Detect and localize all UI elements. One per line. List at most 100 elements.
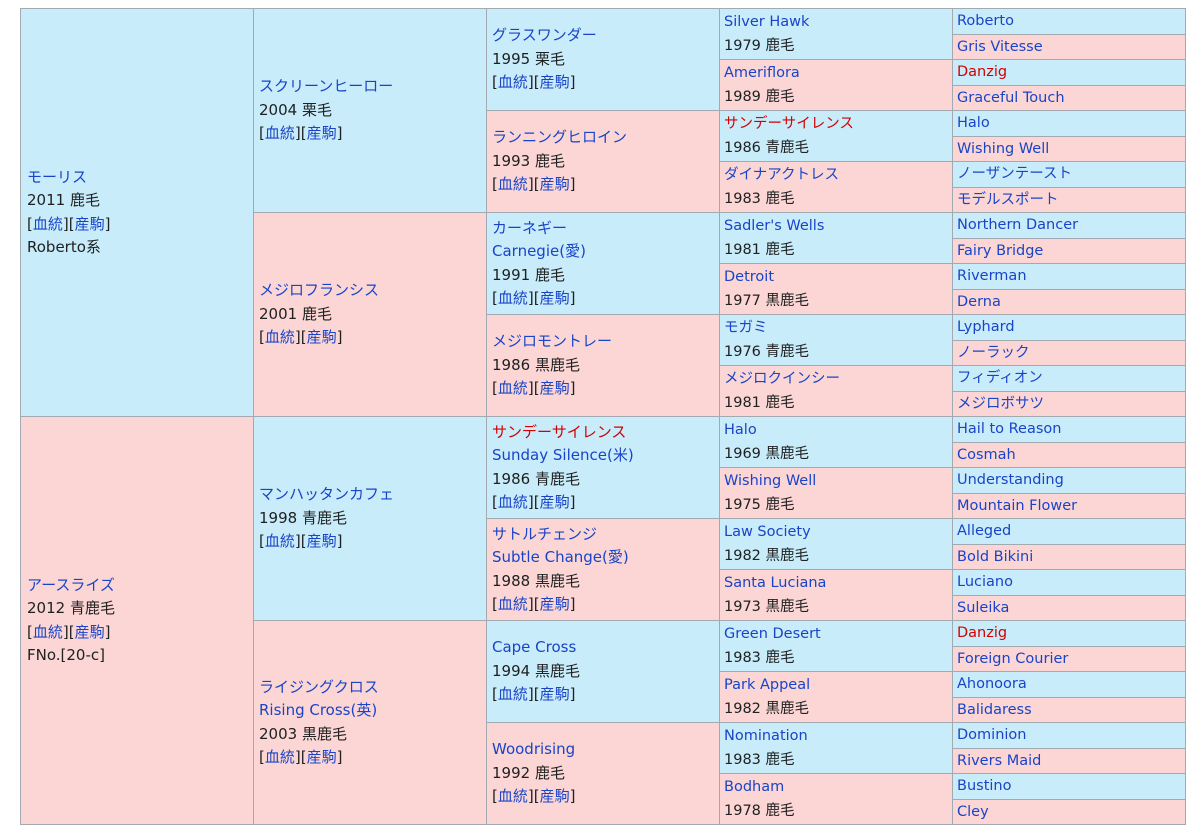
progeny-link[interactable]: 産駒 bbox=[539, 493, 570, 511]
progeny-link[interactable]: 産駒 bbox=[539, 595, 570, 613]
gen5-name-link[interactable]: Rivers Maid bbox=[957, 752, 1042, 769]
gen5-name-link[interactable]: Luciano bbox=[957, 574, 1013, 590]
gen3-name-link[interactable]: メジロモントレー bbox=[492, 332, 613, 351]
gen5-name-link[interactable]: Danzig bbox=[957, 64, 1008, 80]
gen5-name-link[interactable]: Lyphard bbox=[957, 319, 1015, 335]
gen4-name-link[interactable]: モガミ bbox=[724, 320, 768, 336]
gen5-name-link[interactable]: Gris Vitesse bbox=[957, 38, 1043, 55]
gen4-name-link[interactable]: Law Society bbox=[724, 524, 811, 540]
lineage-link[interactable]: 血統 bbox=[264, 328, 295, 347]
gen3-name-link[interactable]: サンデーサイレンス bbox=[492, 422, 627, 441]
gen5-name-link[interactable]: ノーラック bbox=[957, 344, 1030, 361]
gen2-name-link[interactable]: メジロフランシス bbox=[259, 281, 380, 300]
sire-name-link[interactable]: モーリス bbox=[27, 167, 88, 186]
gen5-name-link[interactable]: モデルスポート bbox=[957, 191, 1059, 208]
gen3-ancestor-cell: Woodrising 1992 鹿毛 [血統][産駒] bbox=[486, 722, 720, 825]
gen3-name-link[interactable]: グラスワンダー bbox=[492, 26, 597, 45]
progeny-link[interactable]: 産駒 bbox=[306, 124, 337, 143]
progeny-link[interactable]: 産駒 bbox=[539, 787, 570, 806]
gen5-name-link[interactable]: Wishing Well bbox=[957, 140, 1050, 157]
dam-name-link[interactable]: アースライズ bbox=[27, 575, 115, 594]
gen2-name-link[interactable]: スクリーンヒーロー bbox=[259, 77, 394, 96]
gen5-name-link[interactable]: Suleika bbox=[957, 599, 1010, 616]
gen4-name-link[interactable]: Park Appeal bbox=[724, 677, 811, 693]
gen3-name-link[interactable]: ランニングヒロイン bbox=[492, 128, 628, 147]
gen5-name-link[interactable]: Halo bbox=[957, 115, 990, 131]
progeny-link[interactable]: 産駒 bbox=[539, 289, 570, 307]
progeny-link[interactable]: 産駒 bbox=[74, 622, 105, 641]
gen5-name-link[interactable]: Northern Dancer bbox=[957, 217, 1079, 233]
gen5-name-link[interactable]: Cosmah bbox=[957, 446, 1016, 463]
gen4-name-link[interactable]: Sadler's Wells bbox=[724, 218, 825, 234]
gen5-name-link[interactable]: Graceful Touch bbox=[957, 89, 1065, 106]
gen5-name-link[interactable]: Mountain Flower bbox=[957, 497, 1078, 514]
gen4-name-link[interactable]: サンデーサイレンス bbox=[724, 116, 854, 132]
gen5-name-link[interactable]: Danzig bbox=[957, 625, 1008, 641]
lineage-link[interactable]: 血統 bbox=[497, 175, 528, 194]
lineage-link[interactable]: 血統 bbox=[497, 379, 528, 398]
gen3-alt-name-link[interactable]: Subtle Change(愛) bbox=[492, 548, 629, 566]
gen5-name-link[interactable]: フィディオン bbox=[957, 370, 1043, 386]
gen3-name-link[interactable]: Woodrising bbox=[492, 740, 576, 759]
gen5-name-link[interactable]: Cley bbox=[957, 803, 989, 820]
dam-family-number: FNo.[20-c] bbox=[27, 646, 105, 664]
progeny-link[interactable]: 産駒 bbox=[539, 73, 570, 92]
gen5-name-link[interactable]: ノーザンテースト bbox=[957, 166, 1072, 182]
lineage-link[interactable]: 血統 bbox=[264, 532, 295, 551]
gen3-alt-name-link[interactable]: Sunday Silence(米) bbox=[492, 446, 634, 464]
lineage-link[interactable]: 血統 bbox=[264, 748, 295, 766]
gen4-name-link[interactable]: Nomination bbox=[724, 728, 808, 744]
progeny-link[interactable]: 産駒 bbox=[306, 748, 337, 766]
gen2-alt-name-link[interactable]: Rising Cross(英) bbox=[259, 701, 378, 719]
gen3-name-link[interactable]: カーネギー bbox=[492, 218, 568, 237]
gen4-name-link[interactable]: メジロクインシー bbox=[724, 371, 840, 387]
gen5-name-link[interactable]: Bustino bbox=[957, 778, 1012, 794]
gen5-name-link[interactable]: Balidaress bbox=[957, 701, 1032, 718]
gen5-name-link[interactable]: メジロボサツ bbox=[957, 395, 1044, 412]
gen5-name-link[interactable]: Hail to Reason bbox=[957, 421, 1062, 437]
gen5-name-link[interactable]: Alleged bbox=[957, 523, 1012, 539]
gen5-name-link[interactable]: Understanding bbox=[957, 472, 1064, 488]
lineage-link[interactable]: 血統 bbox=[497, 685, 528, 704]
gen4-name-link[interactable]: Santa Luciana bbox=[724, 575, 827, 591]
gen5-name-link[interactable]: Fairy Bridge bbox=[957, 242, 1044, 259]
lineage-link[interactable]: 血統 bbox=[497, 493, 528, 511]
gen5-name-link[interactable]: Foreign Courier bbox=[957, 650, 1069, 667]
gen3-alt-name-link[interactable]: Carnegie(愛) bbox=[492, 242, 586, 260]
progeny-link[interactable]: 産駒 bbox=[539, 379, 570, 398]
gen5-name-link[interactable]: Derna bbox=[957, 293, 1001, 310]
gen5-name-link[interactable]: Bold Bikini bbox=[957, 548, 1034, 565]
gen4-name-link[interactable]: Ameriflora bbox=[724, 65, 800, 81]
progeny-link[interactable]: 産駒 bbox=[74, 214, 105, 233]
lineage-link[interactable]: 血統 bbox=[264, 124, 295, 143]
gen2-name-link[interactable]: ライジングクロス bbox=[259, 677, 379, 696]
gen3-name-link[interactable]: Cape Cross bbox=[492, 638, 577, 657]
lineage-link[interactable]: 血統 bbox=[497, 73, 528, 92]
lineage-link[interactable]: 血統 bbox=[497, 595, 528, 613]
gen4-name-link[interactable]: Halo bbox=[724, 422, 757, 438]
progeny-link[interactable]: 産駒 bbox=[539, 685, 570, 704]
gen5-name-link[interactable]: Roberto bbox=[957, 13, 1014, 29]
gen3-year-color: 1986 黒鹿毛 bbox=[492, 355, 580, 374]
progeny-link[interactable]: 産駒 bbox=[306, 328, 337, 347]
lineage-link[interactable]: 血統 bbox=[497, 289, 528, 307]
gen4-name-link[interactable]: Bodham bbox=[724, 779, 785, 795]
gen4-name-link[interactable]: Wishing Well bbox=[724, 473, 817, 489]
gen2-name-link[interactable]: マンハッタンカフェ bbox=[259, 485, 395, 504]
lineage-link[interactable]: 血統 bbox=[497, 787, 528, 806]
gen4-name-link[interactable]: Silver Hawk bbox=[724, 14, 810, 30]
lineage-link[interactable]: 血統 bbox=[32, 622, 63, 641]
gen4-ancestor-cell: Detroit 1977 黒鹿毛 bbox=[719, 263, 953, 315]
gen5-name-link[interactable]: Dominion bbox=[957, 727, 1027, 743]
gen4-name-link[interactable]: Green Desert bbox=[724, 626, 821, 642]
gen3-ancestor-cell: サンデーサイレンス Sunday Silence(米) 1986 青鹿毛 [血統… bbox=[486, 416, 720, 519]
progeny-link[interactable]: 産駒 bbox=[539, 175, 570, 194]
gen5-name-link[interactable]: Ahonoora bbox=[957, 676, 1027, 692]
lineage-link[interactable]: 血統 bbox=[32, 214, 63, 233]
gen4-name-link[interactable]: Detroit bbox=[724, 269, 774, 285]
gen3-name-link[interactable]: サトルチェンジ bbox=[492, 524, 598, 543]
table-row: メジロフランシス 2001 鹿毛 [血統][産駒] カーネギー Carnegie… bbox=[21, 212, 1186, 417]
progeny-link[interactable]: 産駒 bbox=[306, 532, 337, 551]
gen5-name-link[interactable]: Riverman bbox=[957, 268, 1027, 284]
gen4-name-link[interactable]: ダイナアクトレス bbox=[724, 167, 839, 183]
